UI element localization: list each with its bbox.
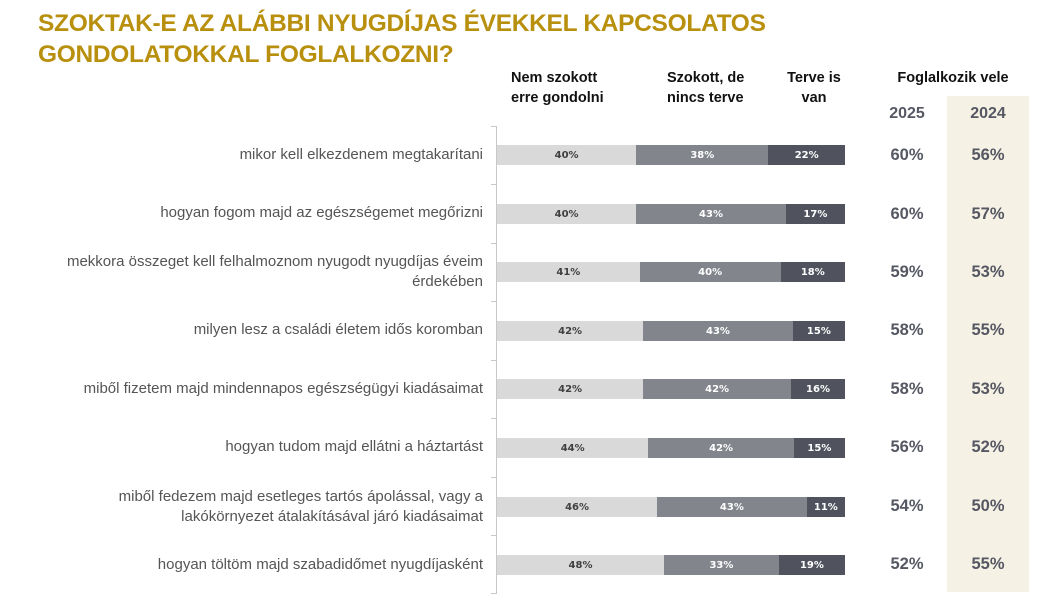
bar-segment-terve: 11% xyxy=(806,497,845,517)
value-2024: 52% xyxy=(971,438,1005,456)
value-2025: 58% xyxy=(890,321,924,339)
bar-segment-terve: 19% xyxy=(778,555,845,575)
bar-segment-terve: 22% xyxy=(768,145,845,165)
bar-segment-terve: 15% xyxy=(793,438,845,458)
axis-tick xyxy=(491,126,497,127)
bar-segment-szokott: 40% xyxy=(639,262,781,282)
row-label: milyen lesz a családi életem idős koromb… xyxy=(13,320,483,340)
value-2024: 56% xyxy=(971,146,1005,164)
bar-segment-nem-szokott: 41% xyxy=(497,262,640,282)
row-label: mekkora összeget kell felhalmoznom nyugo… xyxy=(13,252,483,292)
bar-segment-nem-szokott: 42% xyxy=(497,321,644,341)
bar-segment-nem-szokott: 42% xyxy=(497,379,644,399)
value-2025: 60% xyxy=(890,146,924,164)
value-2024: 53% xyxy=(971,263,1005,281)
legend-terve-line-2: van xyxy=(801,90,827,106)
value-2024: 57% xyxy=(971,205,1005,223)
legend-terve: Terve is van xyxy=(772,68,856,108)
legend-nem-szokott-line-2: erre gondolni xyxy=(511,90,604,106)
row-label: hogyan töltöm majd szabadidőmet nyugdíja… xyxy=(13,555,483,575)
axis-tick xyxy=(491,184,497,185)
row-label-line-1: mekkora összeget kell felhalmoznom nyugo… xyxy=(66,253,483,270)
foglalkozik-header: Foglalkozik vele xyxy=(897,70,1009,86)
axis-tick xyxy=(491,360,497,361)
stacked-bar: 44% 42% 15% xyxy=(497,438,845,458)
bar-segment-szokott: 42% xyxy=(648,438,794,458)
bar-segment-nem-szokott: 40% xyxy=(497,145,637,165)
axis-tick xyxy=(491,593,497,594)
axis-tick xyxy=(491,418,497,419)
stacked-bar: 40% 43% 17% xyxy=(497,204,845,224)
value-2025: 54% xyxy=(890,497,924,515)
axis-tick xyxy=(491,243,497,244)
value-2024: 50% xyxy=(971,497,1005,515)
chart-title: SZOKTAK-E AZ ALÁBBI NYUGDÍJAS ÉVEKKEL KA… xyxy=(38,8,798,70)
year-2024-header: 2024 xyxy=(970,105,1006,122)
bar-segment-nem-szokott: 44% xyxy=(497,438,649,458)
row-label: miből fizetem majd mindennapos egészségü… xyxy=(13,379,483,399)
value-2025: 52% xyxy=(890,555,924,573)
stacked-bar: 48% 33% 19% xyxy=(497,555,845,575)
bar-segment-terve: 17% xyxy=(785,204,845,224)
bar-segment-szokott: 43% xyxy=(643,321,793,341)
stacked-bar: 41% 40% 18% xyxy=(497,262,845,282)
bar-segment-szokott: 43% xyxy=(636,204,786,224)
row-label-line-1: miből fedezem majd esetleges tartós ápol… xyxy=(118,488,483,505)
chart-title-line-1: SZOKTAK-E AZ ALÁBBI NYUGDÍJAS ÉVEKKEL KA… xyxy=(38,10,766,37)
value-2024: 55% xyxy=(971,321,1005,339)
value-2025: 58% xyxy=(890,380,924,398)
stacked-bar: 46% 43% 11% xyxy=(497,497,845,517)
bar-segment-terve: 15% xyxy=(792,321,845,341)
axis-tick xyxy=(491,477,497,478)
stacked-bar: 42% 43% 15% xyxy=(497,321,845,341)
value-2025: 59% xyxy=(890,263,924,281)
legend-szokott-line-2: nincs terve xyxy=(667,90,744,106)
row-label-line-2: lakókörnyezet átalakításával járó kiadás… xyxy=(181,508,483,525)
bar-segment-nem-szokott: 40% xyxy=(497,204,637,224)
row-label-line-1: hogyan fogom majd az egészségemet megőri… xyxy=(160,204,483,221)
row-label-line-2: érdekében xyxy=(412,273,483,290)
axis-tick xyxy=(491,301,497,302)
bar-segment-szokott: 38% xyxy=(636,145,769,165)
bar-segment-szokott: 42% xyxy=(643,379,792,399)
stacked-bar: 42% 42% 16% xyxy=(497,379,845,399)
value-2024: 53% xyxy=(971,380,1005,398)
row-label-line-1: milyen lesz a családi életem idős koromb… xyxy=(193,321,483,338)
value-2025: 60% xyxy=(890,205,924,223)
legend-szokott-line-1: Szokott, de xyxy=(667,70,745,86)
row-label-line-1: hogyan tudom majd ellátni a háztartást xyxy=(225,438,483,455)
row-label-line-1: hogyan töltöm majd szabadidőmet nyugdíja… xyxy=(157,556,483,573)
row-label: mikor kell elkezdenem megtakarítani xyxy=(13,145,483,165)
value-2024: 55% xyxy=(971,555,1005,573)
legend-nem-szokott-line-1: Nem szokott xyxy=(511,70,598,86)
row-label: hogyan tudom majd ellátni a háztartást xyxy=(13,437,483,457)
row-label-line-1: mikor kell elkezdenem megtakarítani xyxy=(239,146,483,163)
bar-segment-nem-szokott: 46% xyxy=(497,497,658,517)
row-label-line-1: miből fizetem majd mindennapos egészségü… xyxy=(83,380,483,397)
bar-segment-szokott: 33% xyxy=(664,555,779,575)
year-2025-header: 2025 xyxy=(889,105,925,122)
stacked-bar: 40% 38% 22% xyxy=(497,145,845,165)
bar-segment-nem-szokott: 48% xyxy=(497,555,665,575)
bar-segment-terve: 18% xyxy=(780,262,845,282)
legend-terve-line-1: Terve is xyxy=(787,70,841,86)
legend-nem-szokott: Nem szokott erre gondolni xyxy=(511,68,604,108)
value-2025: 56% xyxy=(890,438,924,456)
bar-segment-szokott: 43% xyxy=(657,497,807,517)
row-label: hogyan fogom majd az egészségemet megőri… xyxy=(13,203,483,223)
legend-szokott: Szokott, de nincs terve xyxy=(667,68,744,108)
bar-segment-terve: 16% xyxy=(791,379,845,399)
axis-tick xyxy=(491,535,497,536)
highlight-2024-column xyxy=(947,96,1029,592)
chart-title-line-2: GONDOLATOKKAL FOGLALKOZNI? xyxy=(38,41,454,68)
row-label: miből fedezem majd esetleges tartós ápol… xyxy=(13,487,483,527)
